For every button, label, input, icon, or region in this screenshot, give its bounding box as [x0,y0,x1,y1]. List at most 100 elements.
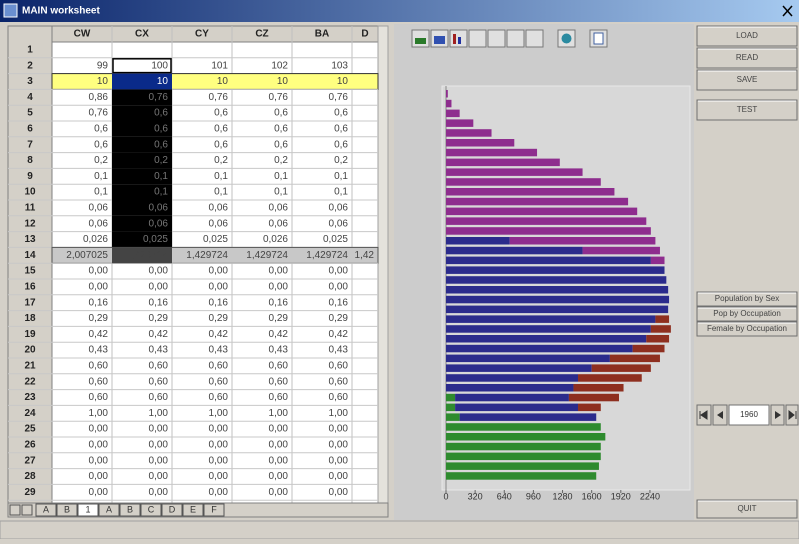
bar-segment [446,217,647,225]
bar-segment [455,393,569,402]
tool-icon[interactable] [506,29,525,48]
cell: 0,06 [89,218,109,229]
sheet-tab[interactable] [77,503,99,517]
tool-icon[interactable] [487,29,506,48]
row-header: 16 [24,282,36,293]
cell: 0,43 [89,345,109,356]
cell: 0,6 [274,124,288,135]
row-header: 18 [24,313,36,324]
cell: 0,00 [209,424,229,435]
cell: 100 [151,60,168,71]
cell: 0,29 [209,313,229,324]
cell: 103 [331,60,348,71]
row-header: 19 [24,329,36,340]
cell: 0,43 [149,345,169,356]
bar-segment [446,393,456,402]
sheet-tab[interactable] [161,503,183,517]
view-button-label: Population by Sex [715,294,780,303]
sheet-tab[interactable] [203,503,225,517]
view-button[interactable] [696,291,798,307]
sheet-tab[interactable] [182,503,204,517]
tab-nav[interactable] [9,504,21,516]
cell: 2,007025 [66,250,108,261]
sheet-tab[interactable] [98,503,120,517]
cell: 0,00 [89,266,109,277]
tool-glyph [415,38,426,44]
sheet-tab-label: 1 [85,504,90,514]
row-header: 7 [27,139,33,150]
cell: 1,429724 [186,250,228,261]
cell: 0,06 [149,203,169,214]
sheet-tab[interactable] [119,503,141,517]
row-header: 3 [27,76,33,87]
bar-segment [446,227,651,235]
cell: 0,1 [94,171,108,182]
cell: 0,00 [149,440,169,451]
v-scrollbar[interactable] [377,25,389,504]
view-button-label: Pop by Occupation [713,309,781,318]
cell: 0,1 [274,171,288,182]
button[interactable] [696,47,798,69]
button[interactable] [696,99,798,121]
tool-glyph [561,33,572,44]
bar-segment [446,364,592,372]
column-header: CZ [255,29,268,40]
cell: 0,00 [269,487,289,498]
row-header: 25 [24,424,36,435]
cell: 0,06 [209,218,229,229]
column-header: BA [315,29,329,40]
cell: 0,00 [89,424,109,435]
tab-nav[interactable] [21,504,33,516]
sheet-tab[interactable] [35,503,57,517]
sheet-tab-label: E [190,504,196,514]
bar-segment [446,276,667,284]
cell: 0,00 [329,487,349,498]
tool-icon[interactable] [525,29,544,48]
bar-segment [446,413,460,421]
chart-toolbar [411,29,608,48]
cell: 10 [217,76,229,87]
cell: 0,00 [269,455,289,466]
cell: 0,06 [149,218,169,229]
selected-cell [112,184,172,200]
row-header: 24 [24,408,36,419]
cell: 0,00 [89,455,109,466]
cell: 0,2 [154,155,168,166]
cell: 0,42 [209,329,229,340]
cell: 0,026 [83,234,108,245]
sheet-tab-label: C [148,504,155,514]
bar-segment [446,188,615,196]
cell: 10 [97,76,109,87]
close-button[interactable] [782,5,793,17]
sheet-tab[interactable] [140,503,162,517]
cell: 0,1 [274,187,288,198]
cell: 0,00 [209,471,229,482]
x-tick-label: 1600 [582,491,602,501]
cell: 0,00 [329,424,349,435]
quit-button[interactable] [696,499,798,519]
view-button[interactable] [696,306,798,322]
cell: 1,00 [269,408,289,419]
bar-segment [459,413,597,421]
row-header: 4 [27,92,33,103]
bar-segment [446,158,560,167]
cell: 0,6 [334,124,348,135]
tool-glyph [434,36,445,44]
status-bar [0,520,799,540]
cell: 0,60 [149,392,169,403]
bar-segment [446,305,669,314]
cell: 0,00 [149,266,169,277]
cell: 0,42 [269,329,289,340]
tool-icon[interactable] [468,29,487,48]
view-button[interactable] [696,321,798,337]
button-label: LOAD [736,31,758,40]
cell: 0,6 [94,139,108,150]
nav-glyph [788,409,797,421]
button[interactable] [696,25,798,47]
sheet-tab[interactable] [56,503,78,517]
selected-cell [112,121,172,137]
button[interactable] [696,69,798,91]
cell: 0,60 [89,376,109,387]
cell: 0,00 [89,440,109,451]
year-field[interactable] [728,404,770,426]
